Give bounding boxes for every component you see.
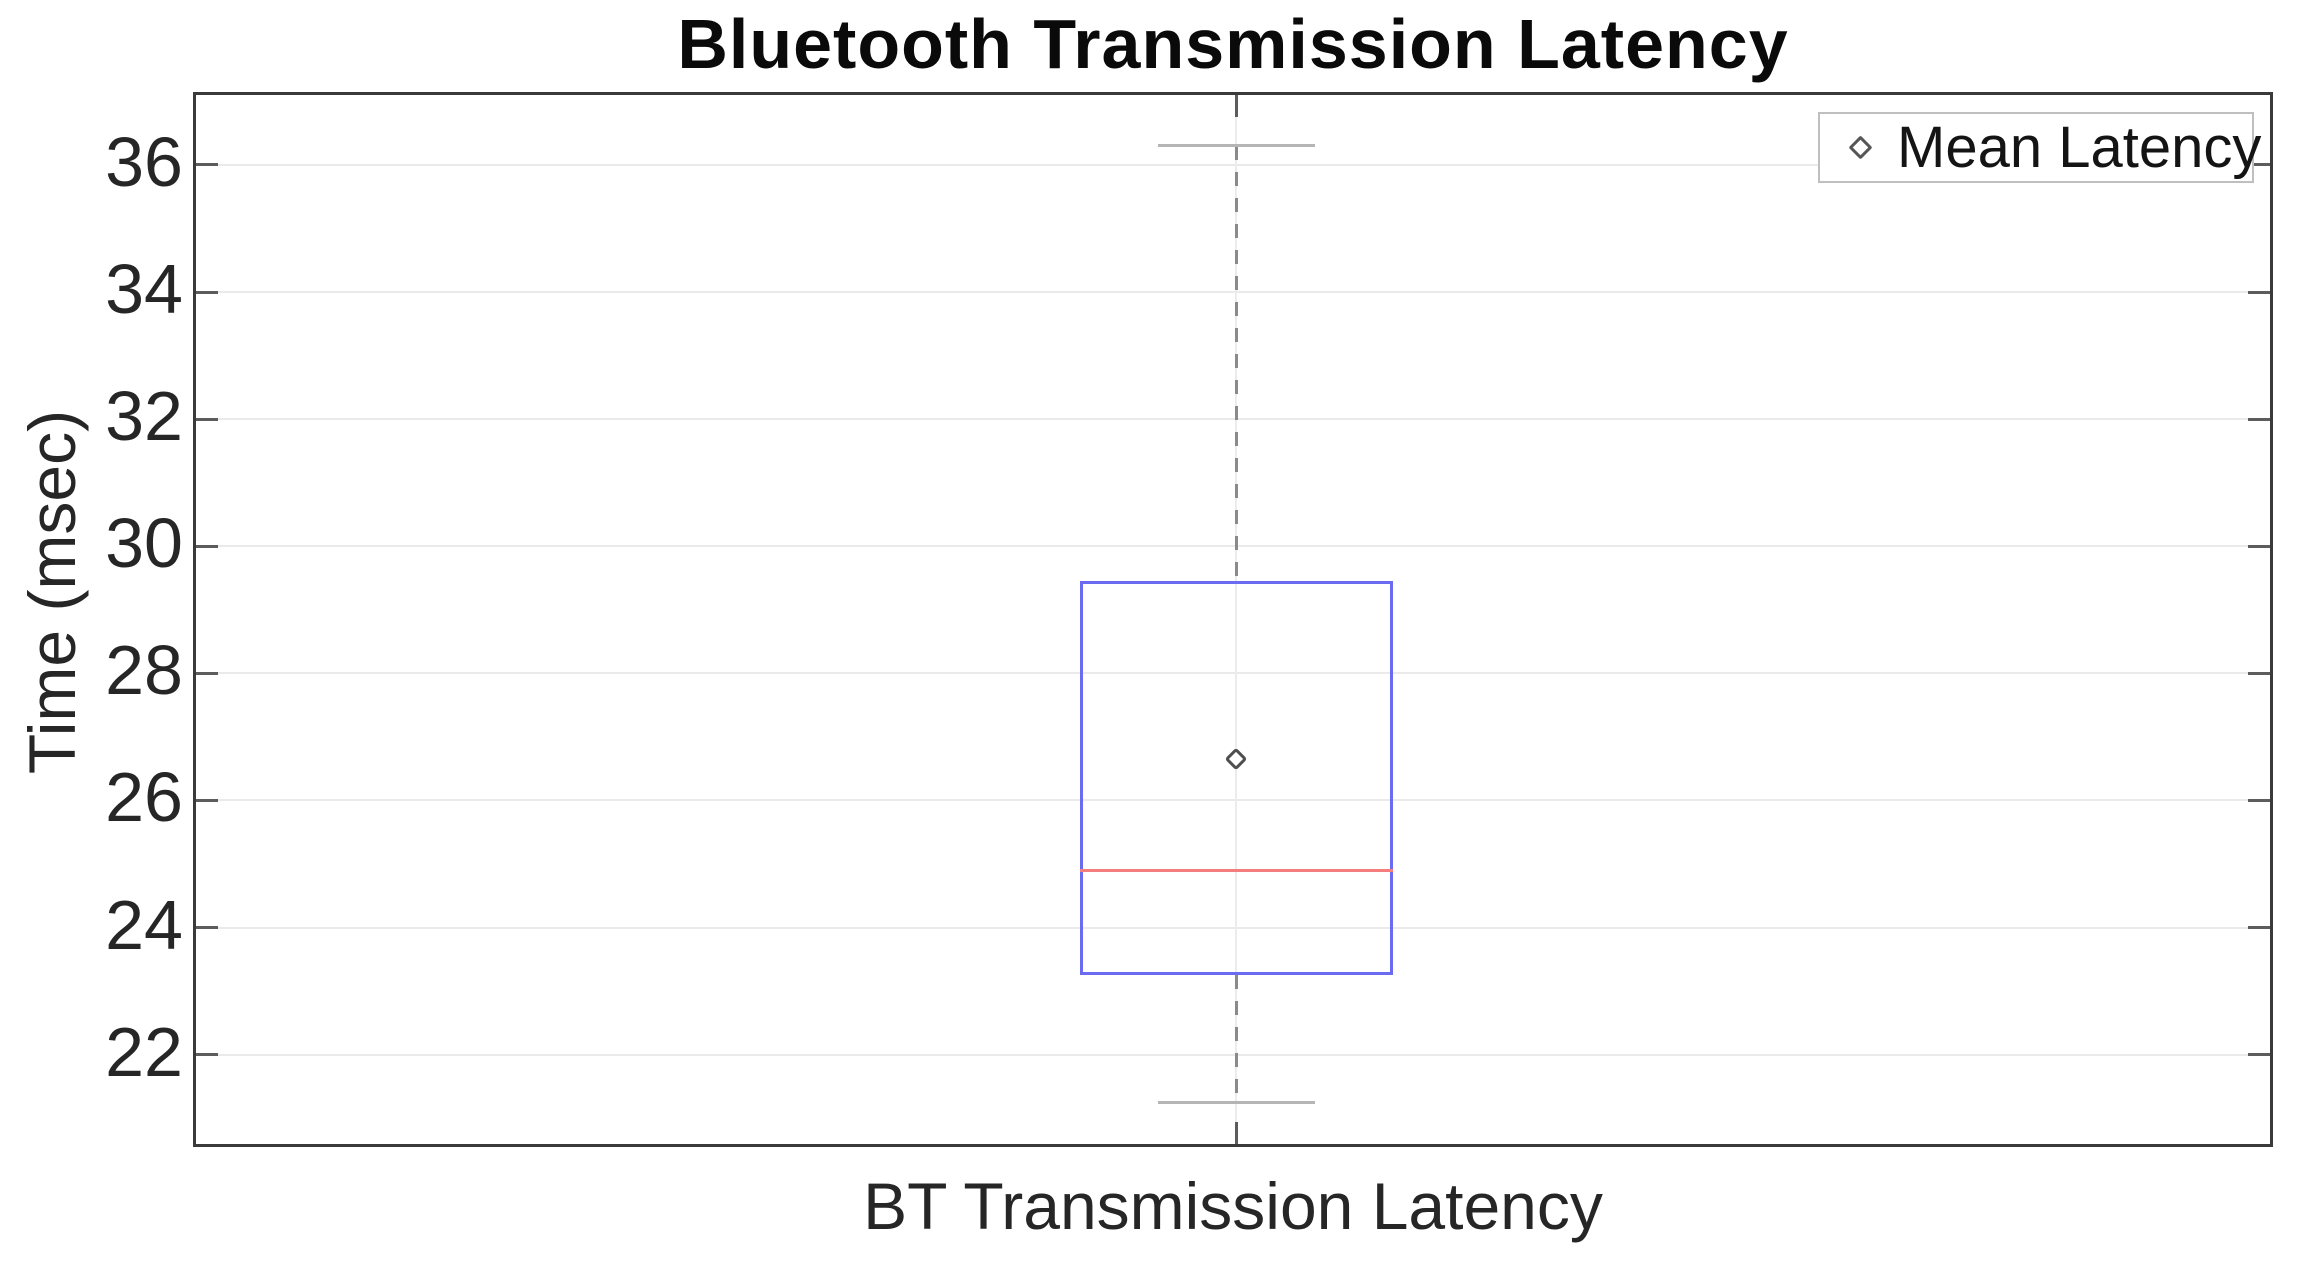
y-tick-left bbox=[196, 1053, 218, 1057]
y-tick-left bbox=[196, 290, 218, 294]
y-gridline bbox=[196, 1053, 2270, 1056]
y-tick-right bbox=[2248, 290, 2270, 294]
chart-title-row: Bluetooth Transmission Latency bbox=[193, 0, 2273, 88]
x-tick-top bbox=[1234, 95, 1238, 117]
y-tick-left bbox=[196, 417, 218, 421]
legend: Mean Latency bbox=[1818, 112, 2261, 183]
y-tick-label: 30 bbox=[105, 504, 183, 583]
y-tick-label: 36 bbox=[105, 122, 183, 201]
y-tick-label: 24 bbox=[105, 885, 183, 964]
upper-whisker bbox=[1234, 145, 1238, 582]
x-axis-label-wrap: BT Transmission Latency bbox=[193, 1168, 2273, 1244]
lower-whisker-cap bbox=[1157, 1100, 1315, 1104]
diamond-outline-icon bbox=[1848, 135, 1873, 160]
y-gridline bbox=[196, 545, 2270, 548]
x-axis-label: BT Transmission Latency bbox=[863, 1169, 1603, 1243]
y-tick-left bbox=[196, 671, 218, 675]
y-tick-right bbox=[2248, 544, 2270, 548]
y-tick-label: 28 bbox=[105, 631, 183, 710]
iqr-box bbox=[1079, 581, 1393, 976]
y-tick-label: 22 bbox=[105, 1012, 183, 1091]
lower-whisker bbox=[1234, 975, 1238, 1103]
y-gridline bbox=[196, 926, 2270, 929]
plot-area bbox=[193, 92, 2273, 1147]
y-tick-right bbox=[2248, 798, 2270, 802]
x-gridline bbox=[1235, 95, 1237, 1144]
upper-whisker-cap bbox=[1157, 144, 1315, 148]
y-tick-right bbox=[2248, 163, 2270, 167]
y-axis-label: Time (msec) bbox=[15, 409, 89, 775]
y-tick-left bbox=[196, 798, 218, 802]
chart-title: Bluetooth Transmission Latency bbox=[677, 5, 1789, 83]
legend-label: Mean Latency bbox=[1897, 115, 2262, 180]
y-tick-right bbox=[2248, 671, 2270, 675]
y-tick-label: 32 bbox=[105, 377, 183, 456]
x-tick-bottom bbox=[1234, 1122, 1238, 1144]
median-line bbox=[1079, 868, 1393, 872]
y-gridline bbox=[196, 672, 2270, 675]
y-tick-left bbox=[196, 163, 218, 167]
y-gridline bbox=[196, 418, 2270, 421]
y-tick-left bbox=[196, 926, 218, 930]
y-tick-left bbox=[196, 544, 218, 548]
y-tick-label: 26 bbox=[105, 758, 183, 837]
y-tick-label: 34 bbox=[105, 250, 183, 329]
y-gridline bbox=[196, 163, 2270, 166]
y-tick-right bbox=[2248, 417, 2270, 421]
y-gridline bbox=[196, 291, 2270, 294]
y-tick-right bbox=[2248, 926, 2270, 930]
y-tick-right bbox=[2248, 1053, 2270, 1057]
y-gridline bbox=[196, 799, 2270, 802]
